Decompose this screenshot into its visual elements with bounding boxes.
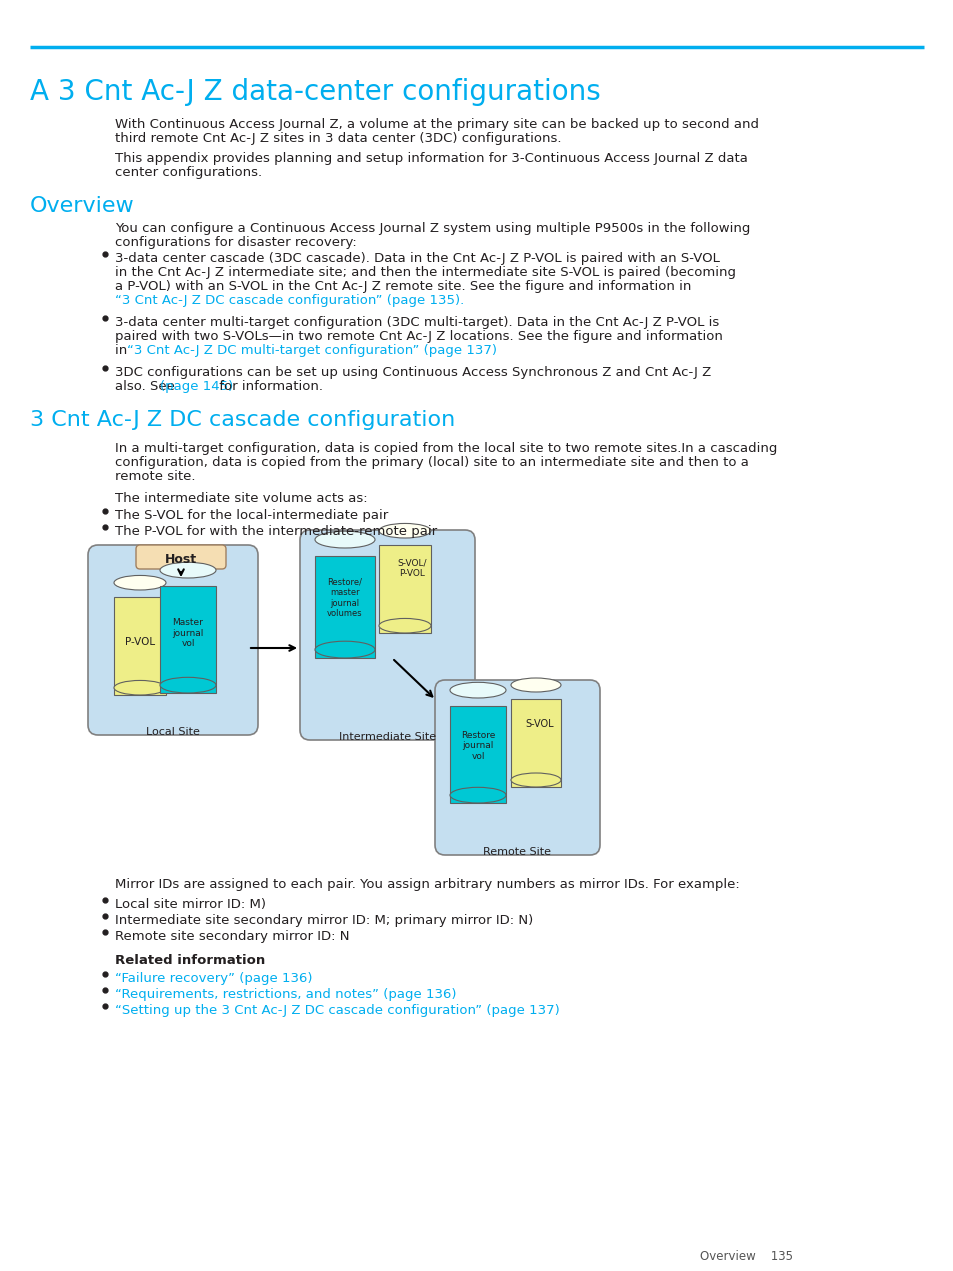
Ellipse shape — [450, 787, 505, 803]
Text: Master
journal
vol: Master journal vol — [172, 618, 204, 648]
Text: configuration, data is copied from the primary (local) site to an intermediate s: configuration, data is copied from the p… — [115, 456, 748, 469]
Bar — [314, 557, 375, 658]
Text: in the Cnt Ac-J Z intermediate site; and then the intermediate site S-VOL is pai: in the Cnt Ac-J Z intermediate site; and… — [115, 266, 735, 280]
Ellipse shape — [378, 524, 431, 538]
Ellipse shape — [511, 677, 560, 691]
Text: In a multi-target configuration, data is copied from the local site to two remot: In a multi-target configuration, data is… — [115, 442, 777, 455]
Text: Mirror IDs are assigned to each pair. You assign arbitrary numbers as mirror IDs: Mirror IDs are assigned to each pair. Yo… — [115, 878, 739, 891]
Ellipse shape — [314, 641, 375, 658]
Ellipse shape — [113, 680, 166, 695]
Text: “Setting up the 3 Cnt Ac-J Z DC cascade configuration” (page 137): “Setting up the 3 Cnt Ac-J Z DC cascade … — [115, 1004, 559, 1017]
Bar — [511, 699, 560, 787]
Text: 3-data center multi-target configuration (3DC multi-target). Data in the Cnt Ac-: 3-data center multi-target configuration… — [115, 316, 719, 329]
Ellipse shape — [160, 677, 215, 693]
Bar — [160, 586, 215, 693]
Text: The S-VOL for the local-intermediate pair: The S-VOL for the local-intermediate pai… — [115, 508, 388, 522]
Text: Restore
journal
vol: Restore journal vol — [460, 731, 495, 761]
Text: remote site.: remote site. — [115, 470, 195, 483]
Ellipse shape — [314, 531, 375, 548]
Text: 3 Cnt Ac-J Z DC cascade configuration: 3 Cnt Ac-J Z DC cascade configuration — [30, 411, 455, 430]
Text: You can configure a Continuous Access Journal Z system using multiple P9500s in : You can configure a Continuous Access Jo… — [115, 222, 750, 235]
FancyBboxPatch shape — [435, 680, 599, 855]
Text: Local Site: Local Site — [146, 727, 200, 737]
Text: 3-data center cascade (3DC cascade). Data in the Cnt Ac-J Z P-VOL is paired with: 3-data center cascade (3DC cascade). Dat… — [115, 252, 720, 264]
Text: Overview: Overview — [30, 196, 134, 216]
FancyBboxPatch shape — [88, 545, 257, 735]
Text: Overview    135: Overview 135 — [700, 1249, 792, 1263]
Ellipse shape — [378, 619, 431, 633]
Text: configurations for disaster recovery:: configurations for disaster recovery: — [115, 236, 356, 249]
Ellipse shape — [160, 562, 215, 578]
Text: Restore/
master
journal
volumes: Restore/ master journal volumes — [327, 578, 362, 618]
Ellipse shape — [113, 576, 166, 590]
Bar — [378, 545, 431, 633]
Text: Remote site secondary mirror ID: N: Remote site secondary mirror ID: N — [115, 930, 349, 943]
Text: for information.: for information. — [214, 380, 323, 393]
Text: (page 145): (page 145) — [160, 380, 233, 393]
Text: S-VOL/
P-VOL: S-VOL/ P-VOL — [396, 558, 426, 578]
Text: paired with two S-VOLs—in two remote Cnt Ac-J Z locations. See the figure and in: paired with two S-VOLs—in two remote Cnt… — [115, 330, 722, 343]
Ellipse shape — [511, 773, 560, 787]
Text: Remote Site: Remote Site — [483, 846, 551, 857]
Bar — [113, 597, 166, 695]
Text: Host: Host — [165, 553, 197, 566]
Text: This appendix provides planning and setup information for 3-Continuous Access Jo: This appendix provides planning and setu… — [115, 153, 747, 165]
Text: With Continuous Access Journal Z, a volume at the primary site can be backed up : With Continuous Access Journal Z, a volu… — [115, 118, 759, 131]
Text: Local site mirror ID: M): Local site mirror ID: M) — [115, 899, 266, 911]
Text: “Failure recovery” (page 136): “Failure recovery” (page 136) — [115, 972, 313, 985]
Text: “Requirements, restrictions, and notes” (page 136): “Requirements, restrictions, and notes” … — [115, 988, 456, 1002]
Text: Related information: Related information — [115, 955, 265, 967]
Text: The P-VOL for with the intermediate-remote pair: The P-VOL for with the intermediate-remo… — [115, 525, 436, 538]
Text: “3 Cnt Ac-J Z DC multi-target configuration” (page 137): “3 Cnt Ac-J Z DC multi-target configurat… — [127, 344, 497, 357]
Text: Intermediate site secondary mirror ID: M; primary mirror ID: N): Intermediate site secondary mirror ID: M… — [115, 914, 533, 927]
Ellipse shape — [450, 683, 505, 698]
Text: A 3 Cnt Ac-J Z data-center configurations: A 3 Cnt Ac-J Z data-center configuration… — [30, 78, 600, 105]
Bar — [450, 705, 505, 803]
Text: also. See: also. See — [115, 380, 179, 393]
Text: P-VOL: P-VOL — [125, 637, 155, 647]
Text: The intermediate site volume acts as:: The intermediate site volume acts as: — [115, 492, 367, 505]
FancyBboxPatch shape — [299, 530, 475, 740]
Text: a P-VOL) with an S-VOL in the Cnt Ac-J Z remote site. See the figure and informa: a P-VOL) with an S-VOL in the Cnt Ac-J Z… — [115, 280, 695, 294]
Text: third remote Cnt Ac-J Z sites in 3 data center (3DC) configurations.: third remote Cnt Ac-J Z sites in 3 data … — [115, 132, 561, 145]
Text: S-VOL: S-VOL — [525, 719, 554, 730]
Text: 3DC configurations can be set up using Continuous Access Synchronous Z and Cnt A: 3DC configurations can be set up using C… — [115, 366, 711, 379]
Text: center configurations.: center configurations. — [115, 167, 262, 179]
FancyBboxPatch shape — [136, 545, 226, 569]
Text: “3 Cnt Ac-J Z DC cascade configuration” (page 135).: “3 Cnt Ac-J Z DC cascade configuration” … — [115, 294, 464, 308]
Text: in: in — [115, 344, 132, 357]
Text: Intermediate Site: Intermediate Site — [338, 732, 436, 742]
